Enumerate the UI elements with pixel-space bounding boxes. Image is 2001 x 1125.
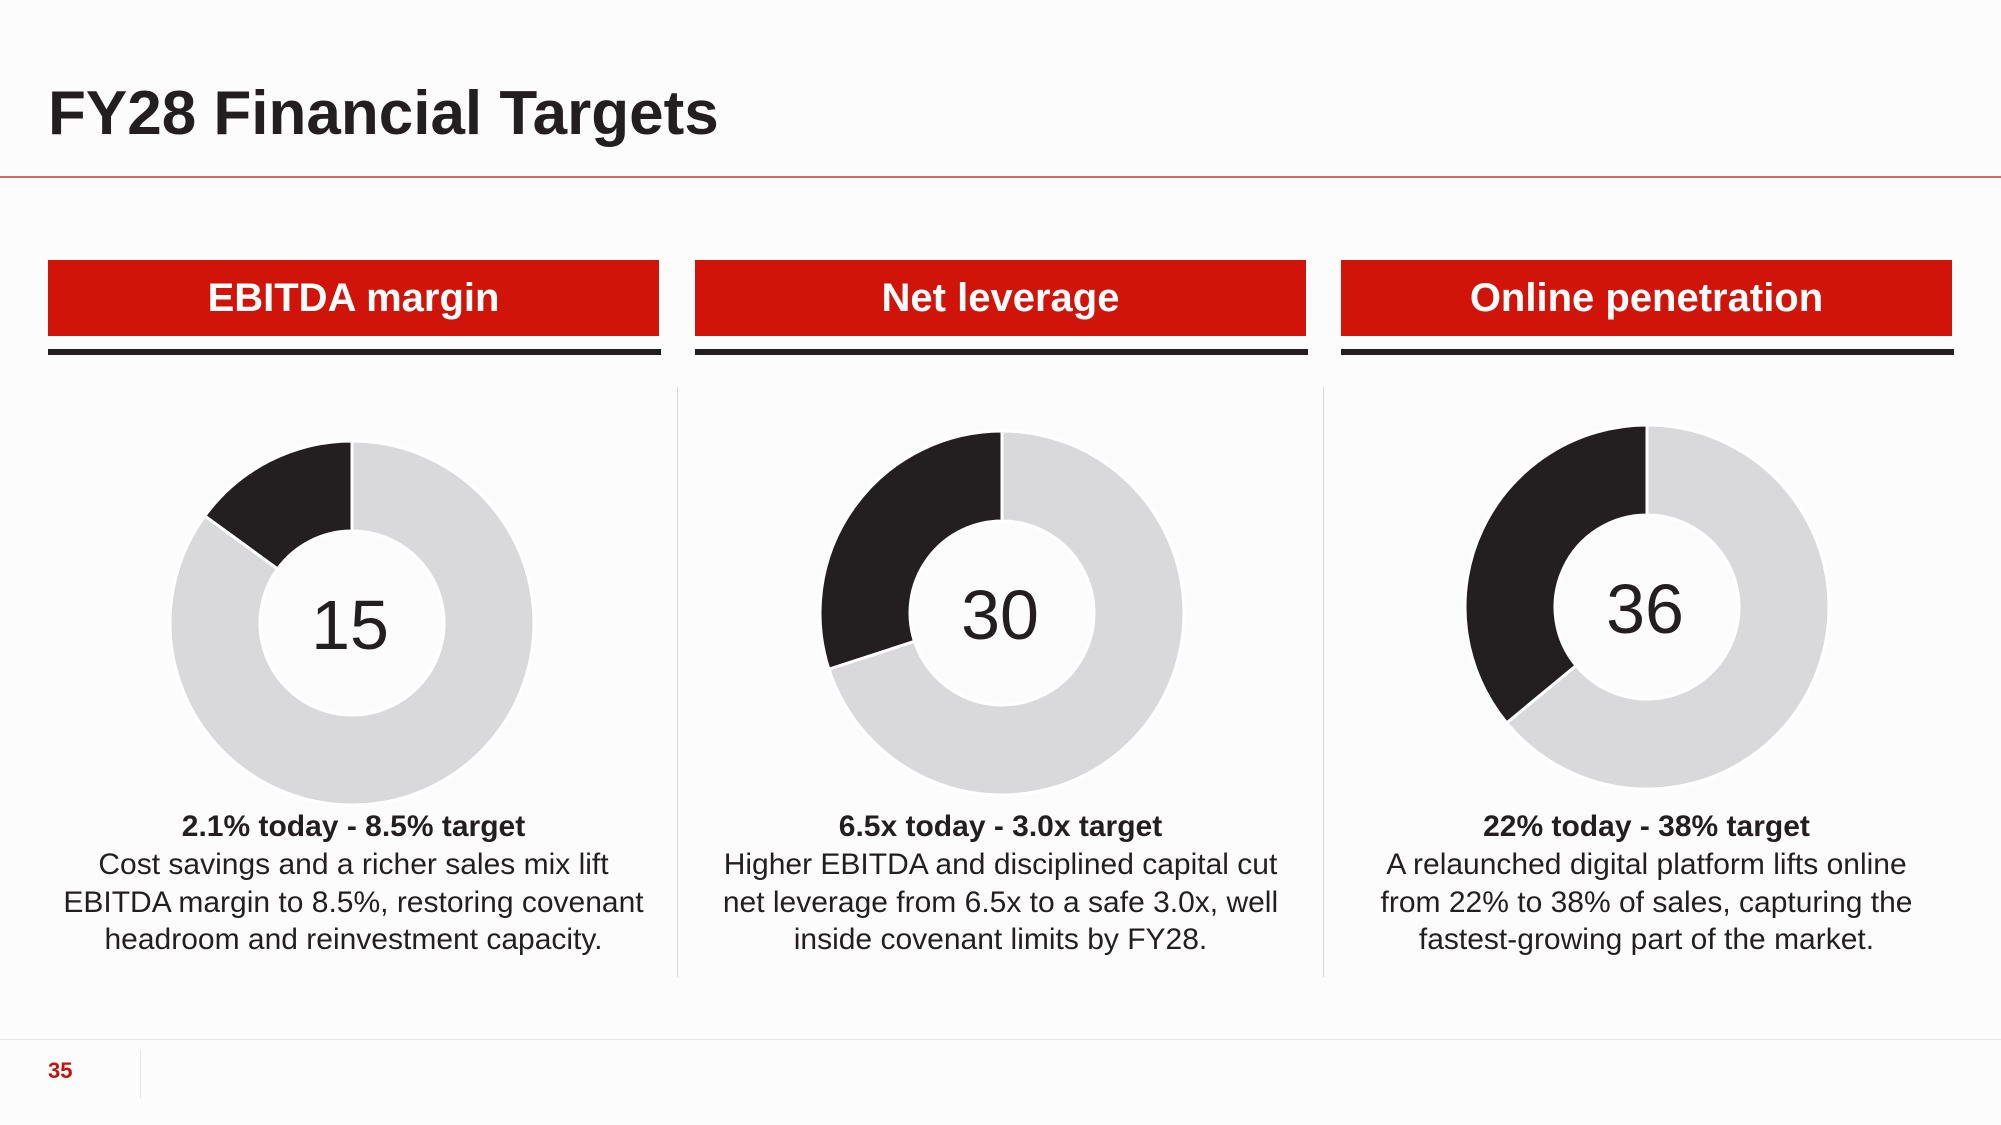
chart-header: EBITDA margin	[48, 260, 659, 336]
donut-segment	[827, 429, 1186, 797]
column-separator	[1323, 387, 1324, 977]
chart-header: Net leverage	[695, 260, 1306, 336]
column-separator	[677, 387, 678, 977]
donut-segment	[202, 439, 354, 572]
donut-segment	[818, 429, 1004, 672]
donut-segment	[1504, 423, 1831, 791]
description: Higher EBITDA and disciplined capital cu…	[722, 848, 1279, 956]
page-number: 35	[48, 1058, 73, 1083]
target-summary: 6.5x today - 3.0x target	[838, 810, 1163, 843]
header-bar	[1341, 349, 1954, 355]
center-value: 30	[961, 576, 1039, 654]
target-summary: 2.1% today - 8.5% target	[181, 810, 526, 843]
donut-segment	[1463, 423, 1649, 726]
chart-header: Online penetration	[1341, 260, 1952, 336]
target-summary: 22% today - 38% target	[1483, 810, 1810, 843]
description: A relaunched digital platform lifts onli…	[1380, 848, 1913, 956]
header-bar	[48, 349, 661, 355]
center-value: 15	[311, 586, 389, 664]
footer-rule	[0, 1039, 2001, 1040]
description: Cost savings and a richer sales mix lift…	[63, 848, 644, 956]
slide-title: FY28 Financial Targets	[48, 79, 719, 148]
donut-segment	[168, 439, 536, 807]
header-bar	[695, 349, 1308, 355]
footer-separator	[140, 1050, 141, 1098]
title-rule	[0, 176, 2001, 178]
center-value: 36	[1606, 570, 1684, 648]
